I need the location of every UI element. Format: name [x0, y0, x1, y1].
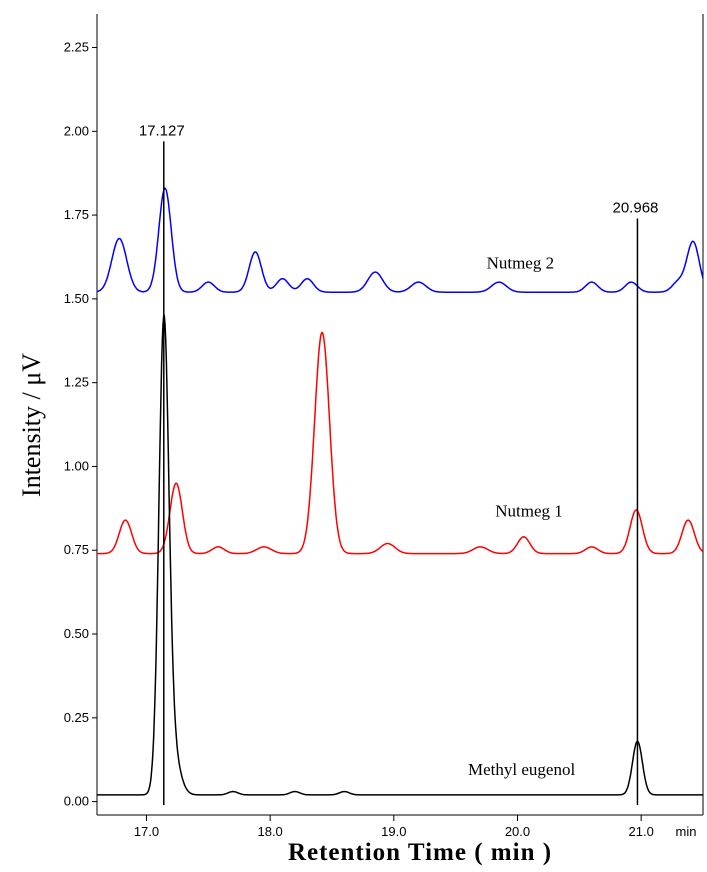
- annotation-label: 20.968: [613, 199, 659, 216]
- y-tick-label: 1.25: [64, 375, 89, 390]
- annotation-label: 17.127: [139, 122, 185, 139]
- series-line-methyl-eugenol: [97, 314, 703, 796]
- x-tick-label: 17.0: [134, 824, 159, 839]
- y-tick-label: 1.50: [64, 291, 89, 306]
- x-tick-label: 21.0: [629, 824, 654, 839]
- series-line-nutmeg-1: [97, 331, 704, 555]
- x-axis-label: Retention Time ( min ): [288, 839, 552, 866]
- peak-annotations: 17.127 20.968: [139, 122, 659, 805]
- x-tick-label: 20.0: [505, 824, 530, 839]
- x-tick-label: 18.0: [257, 824, 282, 839]
- y-axis-label: Intensity / μV: [17, 353, 46, 497]
- y-tick-label: 2.00: [64, 123, 89, 138]
- series-line-nutmeg-2: [96, 187, 704, 293]
- series-label-nutmeg-1: Nutmeg 1: [495, 502, 563, 521]
- y-tick-label: 0.75: [64, 542, 89, 557]
- series-label-methyl-eugenol: Methyl eugenol: [468, 760, 575, 779]
- series-labels: Nutmeg 2 Nutmeg 1 Methyl eugenol: [468, 254, 575, 779]
- series-label-nutmeg-2: Nutmeg 2: [487, 254, 555, 273]
- axes: [96, 14, 704, 816]
- y-tick-label: 0.00: [64, 794, 89, 809]
- y-tick-label: 2.25: [64, 40, 89, 55]
- y-tick-label: 0.50: [64, 626, 89, 641]
- y-tick-label: 1.75: [64, 207, 89, 222]
- y-axis-ticks: 0.00 0.25 0.50 0.75 1.00 1.25 1.50 1.75 2.00 2.25: [64, 40, 97, 809]
- plot-area: [96, 187, 704, 796]
- x-tick-label: 19.0: [381, 824, 406, 839]
- x-unit-label: min: [676, 824, 697, 839]
- y-tick-label: 0.25: [64, 710, 89, 725]
- x-axis-ticks: 17.0 18.0 19.0 20.0 21.0 min: [134, 815, 697, 839]
- y-tick-label: 1.00: [64, 458, 89, 473]
